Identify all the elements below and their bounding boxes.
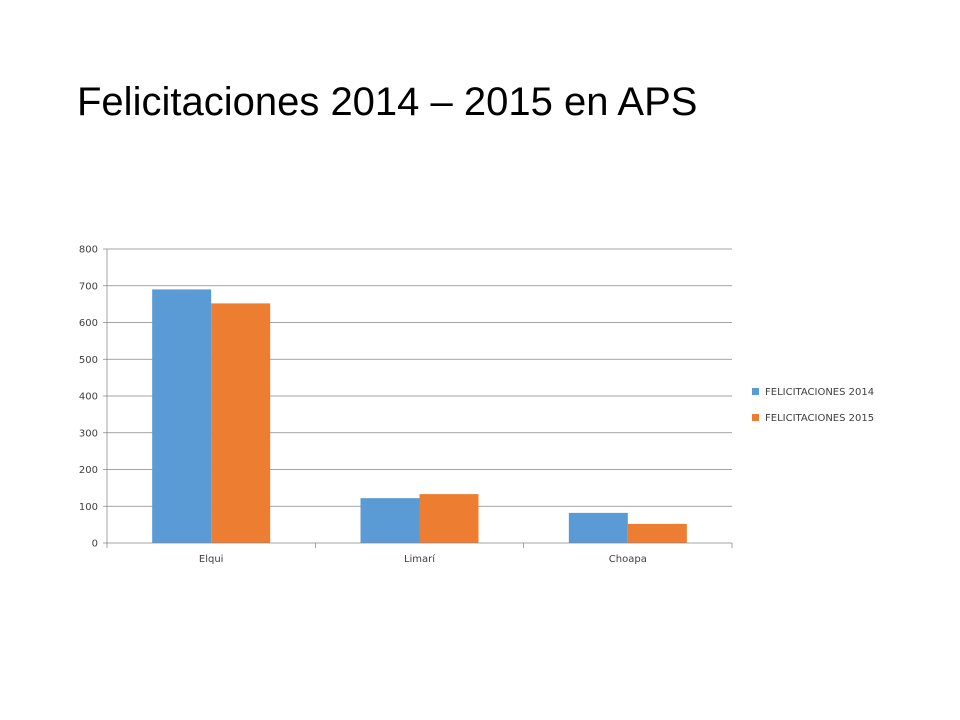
bar-limarí-2014 [360, 498, 420, 543]
y-tick-label: 200 [79, 465, 98, 476]
x-tick-label: Limarí [404, 553, 436, 565]
y-tick-label: 400 [79, 392, 98, 403]
bar-elqui-2014 [152, 289, 212, 543]
y-tick-label: 800 [79, 245, 98, 256]
axes [103, 248, 733, 548]
x-tick-label: Choapa [609, 554, 647, 565]
y-tick-label: 700 [79, 281, 98, 292]
legend: FELICITACIONES 2014 FELICITACIONES 2015 [752, 387, 874, 424]
bar-elqui-2015 [211, 303, 271, 543]
bar-limarí-2015 [419, 494, 479, 543]
bar-choapa-2014 [568, 512, 628, 543]
y-tick-label: 600 [79, 318, 98, 329]
x-tick-label: Elqui [199, 554, 224, 565]
y-tick-label: 0 [92, 539, 98, 550]
legend-label-2014: FELICITACIONES 2014 [765, 387, 874, 398]
slide-title: Felicitaciones 2014 – 2015 en APS [77, 80, 698, 124]
legend-swatch-2014 [752, 388, 759, 395]
y-tick-label: 300 [79, 428, 98, 439]
legend-swatch-2015 [752, 414, 759, 421]
tick-labels: 0 100 200 300 400 500 600 700 800 Elqui Limarí Choa… [79, 245, 647, 566]
bar-choapa-2015 [627, 523, 687, 543]
y-tick-label: 100 [79, 502, 98, 513]
y-tick-label: 500 [79, 355, 98, 366]
legend-label-2015: FELICITACIONES 2015 [765, 413, 874, 424]
bars [152, 289, 687, 543]
